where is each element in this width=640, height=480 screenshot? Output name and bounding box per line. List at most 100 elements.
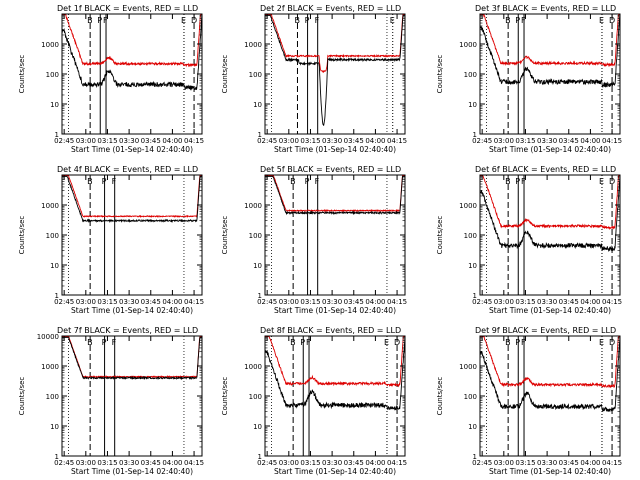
ytick-label: 100	[249, 71, 262, 79]
xtick-label: 02:45	[472, 459, 492, 467]
xtick-label: 03:00	[76, 298, 96, 306]
marker-label-E: E	[384, 338, 389, 347]
xtick-label: 02:45	[257, 298, 277, 306]
ytick-label: 1000	[41, 363, 59, 371]
xtick-label: 03:00	[494, 459, 514, 467]
y-axis-label: Counts/sec	[18, 377, 26, 416]
xtick-label: 03:45	[559, 459, 579, 467]
ytick-label: 1	[55, 131, 59, 139]
xtick-label: 03:15	[97, 459, 117, 467]
plot-frame	[61, 335, 203, 457]
xtick-label: 03:45	[141, 459, 161, 467]
xtick-label: 02:45	[257, 459, 277, 467]
ytick-label: 10	[50, 101, 59, 109]
series-lld	[62, 175, 202, 218]
series-events	[479, 15, 621, 89]
xtick-label: 03:45	[344, 137, 364, 145]
xtick-label: 03:45	[559, 137, 579, 145]
xtick-label: 03:00	[279, 298, 299, 306]
ytick-label: 1	[258, 131, 262, 139]
plot-frame	[264, 335, 406, 457]
ytick-label: 1	[473, 453, 477, 461]
marker-label-F: F	[521, 177, 526, 186]
x-axis-label: Start Time (01-Sep-14 02:40:40)	[274, 467, 396, 476]
ytick-label: 10	[253, 262, 262, 270]
marker-label-P: P	[102, 177, 107, 186]
marker-label-E: E	[390, 16, 395, 25]
xtick-label: 04:00	[365, 137, 385, 145]
marker-label-P: P	[97, 16, 102, 25]
detector-panel-9: Det 9f BLACK = Events, RED = LLD B D P F E 1 10…	[436, 326, 622, 476]
panel-title: Det 3f BLACK = Events, RED = LLD	[475, 4, 616, 13]
xtick-label: 02:45	[472, 298, 492, 306]
xtick-label: 04:15	[602, 459, 622, 467]
ytick-label: 100	[46, 393, 59, 401]
y-axis-label: Counts/sec	[436, 55, 444, 94]
xtick-label: 02:45	[54, 298, 74, 306]
ytick-label: 10000	[37, 333, 59, 341]
marker-label-F: F	[112, 177, 117, 186]
marker-label-F: F	[103, 16, 108, 25]
xtick-label: 03:00	[279, 137, 299, 145]
marker-label-D: D	[609, 16, 615, 25]
xtick-label: 04:15	[602, 298, 622, 306]
xtick-label: 03:30	[537, 459, 557, 467]
ytick-label: 1000	[459, 363, 477, 371]
plot-frame	[61, 174, 203, 296]
plot-frame	[479, 13, 621, 135]
xtick-label: 03:00	[494, 298, 514, 306]
x-axis-label: Start Time (01-Sep-14 02:40:40)	[71, 467, 193, 476]
xtick-label: 02:45	[472, 137, 492, 145]
marker-label-B: B	[505, 177, 511, 186]
y-axis-label: Counts/sec	[436, 216, 444, 255]
xtick-label: 04:00	[580, 298, 600, 306]
detector-panel-5: Det 5f BLACK = Events, RED = LLD B P F 1 10 10…	[221, 165, 407, 315]
xtick-label: 03:30	[322, 137, 342, 145]
marker-label-F: F	[315, 177, 320, 186]
marker-label-P: P	[305, 177, 310, 186]
detector-panel-2: Det 2f BLACK = Events, RED = LLD B P F E 1 10 1…	[221, 4, 407, 154]
panel-title: Det 7f BLACK = Events, RED = LLD	[57, 326, 198, 335]
plot-frame	[479, 174, 621, 296]
plot-frame	[61, 13, 203, 135]
ytick-label: 10	[253, 423, 262, 431]
marker-label-P: P	[300, 338, 305, 347]
y-axis-label: Counts/sec	[221, 55, 229, 94]
ytick-label: 1000	[244, 202, 262, 210]
series-events	[62, 175, 202, 224]
ytick-label: 1000	[459, 202, 477, 210]
series-events	[62, 336, 202, 381]
ytick-label: 10	[468, 262, 477, 270]
ytick-label: 100	[464, 393, 477, 401]
marker-label-B: B	[290, 177, 296, 186]
xtick-label: 04:00	[162, 298, 182, 306]
marker-label-P: P	[305, 16, 310, 25]
series-events	[479, 176, 621, 253]
xtick-label: 03:30	[537, 298, 557, 306]
marker-label-B: B	[294, 16, 300, 25]
series-lld	[62, 336, 202, 379]
xtick-label: 03:30	[119, 298, 139, 306]
panel-title: Det 8f BLACK = Events, RED = LLD	[260, 326, 401, 335]
xtick-label: 03:30	[322, 459, 342, 467]
marker-label-F: F	[315, 16, 320, 25]
x-axis-label: Start Time (01-Sep-14 02:40:40)	[71, 145, 193, 154]
y-axis-label: Counts/sec	[221, 377, 229, 416]
series-lld	[480, 336, 620, 389]
detector-panel-3: Det 3f BLACK = Events, RED = LLD B D P F E 1 10…	[436, 4, 622, 154]
xtick-label: 04:00	[162, 137, 182, 145]
x-axis-label: Start Time (01-Sep-14 02:40:40)	[274, 145, 396, 154]
xtick-label: 03:45	[559, 298, 579, 306]
ytick-label: 1000	[41, 202, 59, 210]
xtick-label: 03:15	[97, 137, 117, 145]
ytick-label: 1000	[244, 363, 262, 371]
ytick-label: 10	[50, 262, 59, 270]
xtick-label: 03:30	[119, 137, 139, 145]
ytick-label: 10	[468, 101, 477, 109]
xtick-label: 03:30	[119, 459, 139, 467]
x-axis-label: Start Time (01-Sep-14 02:40:40)	[71, 306, 193, 315]
panel-title: Det 9f BLACK = Events, RED = LLD	[475, 326, 616, 335]
ytick-label: 10	[468, 423, 477, 431]
xtick-label: 03:15	[515, 459, 535, 467]
